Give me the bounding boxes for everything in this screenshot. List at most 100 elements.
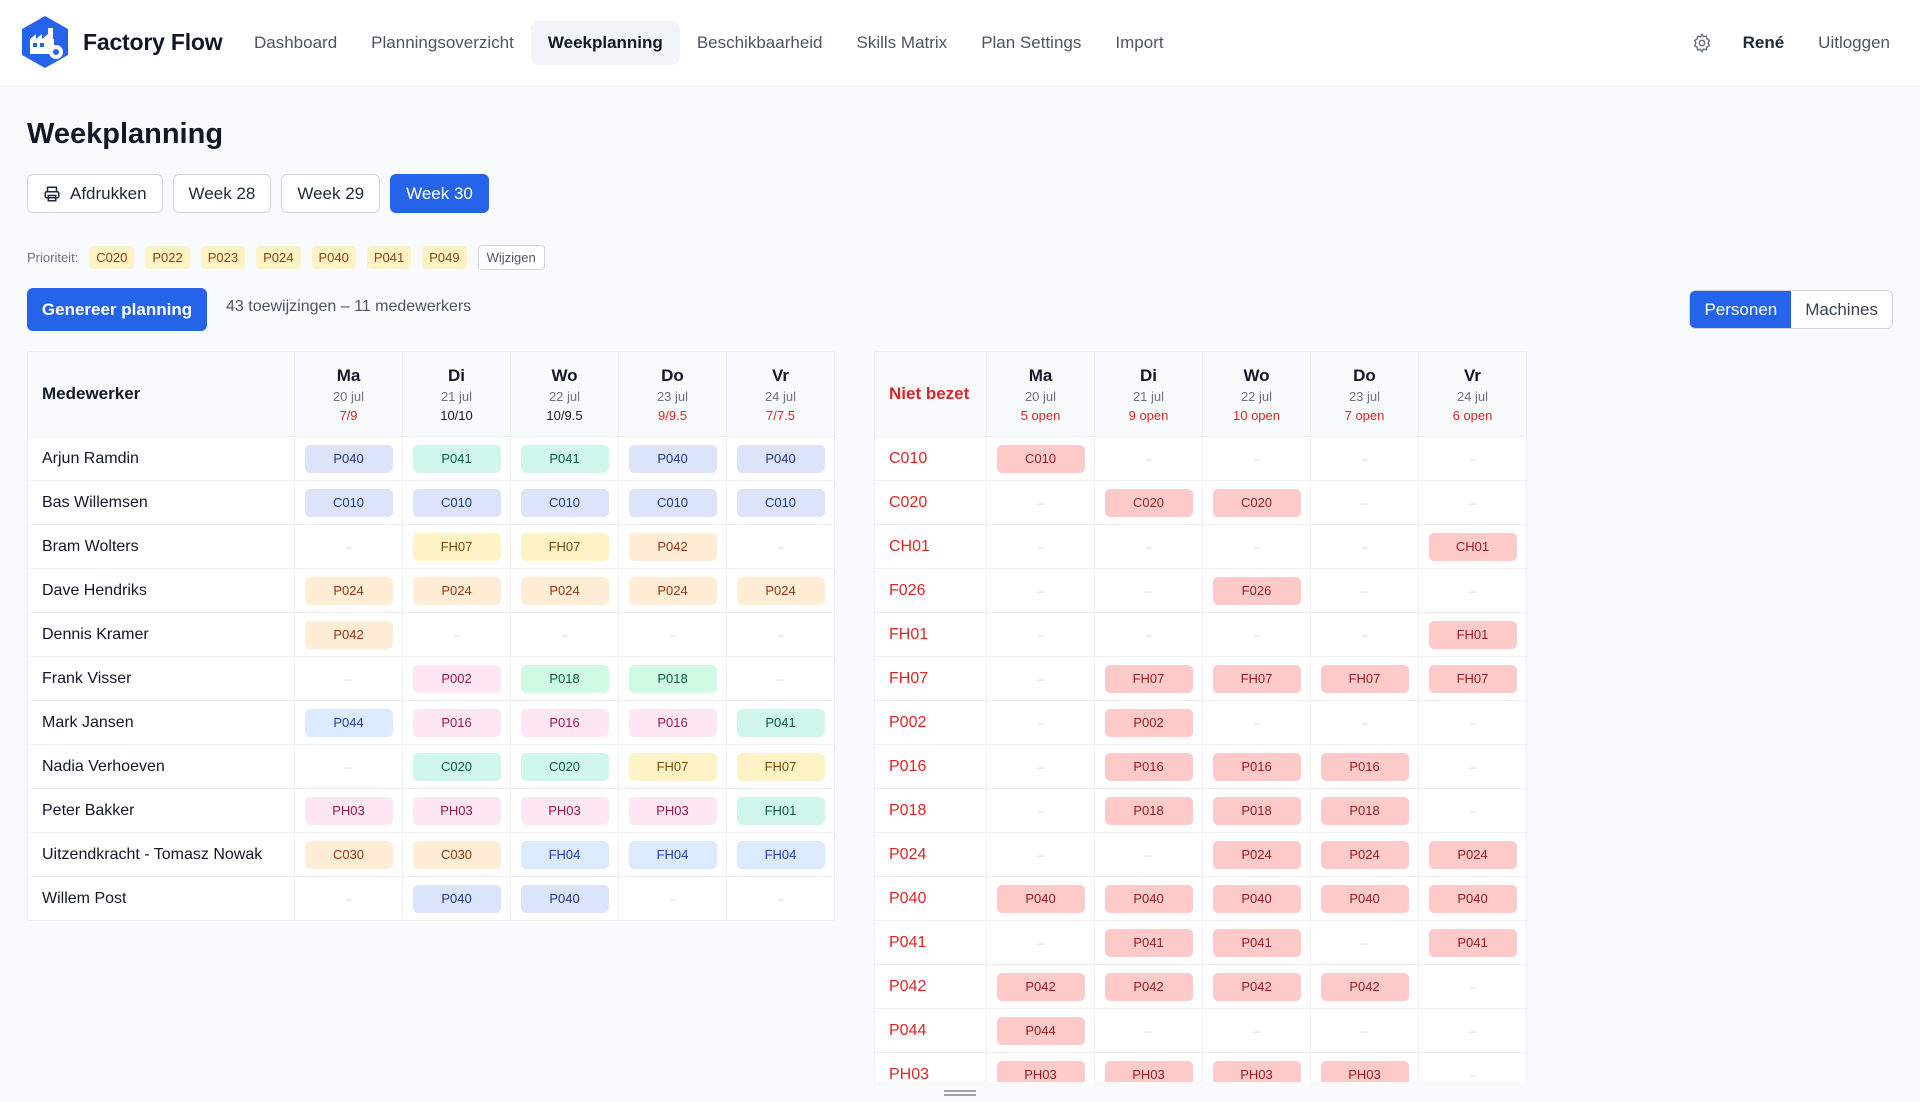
open-cell[interactable]: – (986, 568, 1095, 613)
schedule-cell[interactable]: P002 (402, 656, 511, 701)
assignment-chip[interactable]: C010 (628, 488, 717, 517)
gear-icon[interactable] (1691, 32, 1713, 54)
open-cell[interactable]: – (1418, 788, 1527, 833)
open-cell[interactable]: PH03 (1094, 1052, 1203, 1082)
assignment-chip[interactable]: P024 (520, 576, 609, 605)
schedule-cell[interactable]: – (294, 656, 403, 701)
assignment-chip[interactable]: PH03 (628, 796, 717, 825)
assignment-chip[interactable]: P002 (412, 664, 501, 693)
open-cell[interactable]: P040 (1418, 876, 1527, 921)
assignment-chip[interactable]: P041 (520, 444, 609, 473)
assignment-chip[interactable]: C010 (304, 488, 393, 517)
open-cell[interactable]: – (986, 700, 1095, 745)
open-cell[interactable]: P040 (1310, 876, 1419, 921)
open-cell[interactable]: – (986, 744, 1095, 789)
schedule-cell[interactable]: – (294, 876, 403, 921)
open-position-chip[interactable]: P040 (1104, 884, 1193, 913)
schedule-cell[interactable]: P024 (618, 568, 727, 613)
schedule-cell[interactable]: FH07 (510, 524, 619, 569)
open-position-chip[interactable]: P042 (1320, 972, 1409, 1001)
open-cell[interactable]: P041 (1094, 920, 1203, 965)
open-cell[interactable]: – (1310, 700, 1419, 745)
open-position-chip[interactable]: P018 (1320, 796, 1409, 825)
schedule-cell[interactable]: – (726, 524, 835, 569)
assignment-chip[interactable]: C010 (412, 488, 501, 517)
schedule-cell[interactable]: C010 (510, 480, 619, 525)
assignment-chip[interactable]: C030 (412, 840, 501, 869)
open-cell[interactable]: – (1418, 436, 1527, 481)
open-position-chip[interactable]: FH07 (1428, 664, 1517, 693)
open-cell[interactable]: – (1094, 524, 1203, 569)
assignment-chip[interactable]: FH07 (628, 752, 717, 781)
open-position-chip[interactable]: P016 (1212, 752, 1301, 781)
open-position-chip[interactable]: PH03 (1104, 1060, 1193, 1082)
assignment-chip[interactable]: FH04 (628, 840, 717, 869)
open-cell[interactable]: – (1094, 436, 1203, 481)
open-position-chip[interactable]: P002 (1104, 708, 1193, 737)
schedule-cell[interactable]: PH03 (294, 788, 403, 833)
nav-plan-settings[interactable]: Plan Settings (981, 33, 1082, 52)
open-cell[interactable]: C010 (986, 436, 1095, 481)
assignment-chip[interactable]: P024 (412, 576, 501, 605)
nav-weekplanning[interactable]: Weekplanning (530, 21, 680, 65)
schedule-cell[interactable]: FH04 (618, 832, 727, 877)
schedule-cell[interactable]: P041 (726, 700, 835, 745)
assignment-chip[interactable]: P041 (412, 444, 501, 473)
open-position-chip[interactable]: P040 (1428, 884, 1517, 913)
schedule-cell[interactable]: P040 (726, 436, 835, 481)
open-position-chip[interactable]: P024 (1428, 840, 1517, 869)
open-position-chip[interactable]: FH07 (1212, 664, 1301, 693)
open-cell[interactable]: FH07 (1310, 656, 1419, 701)
open-position-chip[interactable]: P016 (1320, 752, 1409, 781)
priority-edit-button[interactable]: Wijzigen (477, 245, 545, 270)
open-position-chip[interactable]: P040 (1320, 884, 1409, 913)
user-name[interactable]: René (1742, 33, 1785, 52)
assignment-chip[interactable]: FH01 (736, 796, 825, 825)
open-cell[interactable]: PH03 (986, 1052, 1095, 1082)
open-position-chip[interactable]: P041 (1212, 928, 1301, 957)
open-position-chip[interactable]: P041 (1104, 928, 1193, 957)
open-cell[interactable]: P042 (1202, 964, 1311, 1009)
schedule-cell[interactable]: P040 (618, 436, 727, 481)
schedule-cell[interactable]: – (618, 612, 727, 657)
open-position-chip[interactable]: PH03 (996, 1060, 1085, 1082)
open-position-chip[interactable]: F026 (1212, 576, 1301, 605)
brand[interactable]: Factory Flow (17, 14, 223, 70)
open-cell[interactable]: – (986, 524, 1095, 569)
open-cell[interactable]: P044 (986, 1008, 1095, 1053)
open-cell[interactable]: P024 (1310, 832, 1419, 877)
open-cell[interactable]: – (1094, 832, 1203, 877)
assignment-chip[interactable]: P016 (520, 708, 609, 737)
assignment-chip[interactable]: C030 (304, 840, 393, 869)
schedule-cell[interactable]: C010 (726, 480, 835, 525)
open-cell[interactable]: CH01 (1418, 524, 1527, 569)
open-positions-scroll[interactable]: Niet bezet Ma 20 jul 5 open Di 21 jul 9 open W… (874, 351, 1528, 1082)
open-cell[interactable]: – (986, 788, 1095, 833)
open-position-chip[interactable]: C020 (1104, 488, 1193, 517)
open-cell[interactable]: – (986, 656, 1095, 701)
open-cell[interactable]: – (986, 920, 1095, 965)
schedule-cell[interactable]: – (510, 612, 619, 657)
schedule-cell[interactable]: C010 (294, 480, 403, 525)
open-position-chip[interactable]: P018 (1212, 796, 1301, 825)
open-position-chip[interactable]: CH01 (1428, 532, 1517, 561)
open-position-chip[interactable]: P040 (1212, 884, 1301, 913)
week-28-button[interactable]: Week 28 (172, 174, 272, 213)
open-cell[interactable]: – (1202, 436, 1311, 481)
open-cell[interactable]: – (986, 612, 1095, 657)
open-cell[interactable]: P040 (1202, 876, 1311, 921)
schedule-cell[interactable]: P040 (294, 436, 403, 481)
schedule-cell[interactable]: P041 (402, 436, 511, 481)
schedule-cell[interactable]: – (726, 612, 835, 657)
nav-dashboard[interactable]: Dashboard (254, 33, 338, 52)
schedule-cell[interactable]: P024 (510, 568, 619, 613)
open-position-chip[interactable]: FH07 (1104, 664, 1193, 693)
open-position-chip[interactable]: P024 (1212, 840, 1301, 869)
resize-handle[interactable] (944, 1090, 976, 1096)
open-cell[interactable]: P016 (1202, 744, 1311, 789)
assignment-chip[interactable]: P042 (304, 620, 393, 649)
assignment-chip[interactable]: FH07 (412, 532, 501, 561)
schedule-cell[interactable]: C030 (294, 832, 403, 877)
schedule-cell[interactable]: C010 (402, 480, 511, 525)
schedule-cell[interactable]: FH01 (726, 788, 835, 833)
